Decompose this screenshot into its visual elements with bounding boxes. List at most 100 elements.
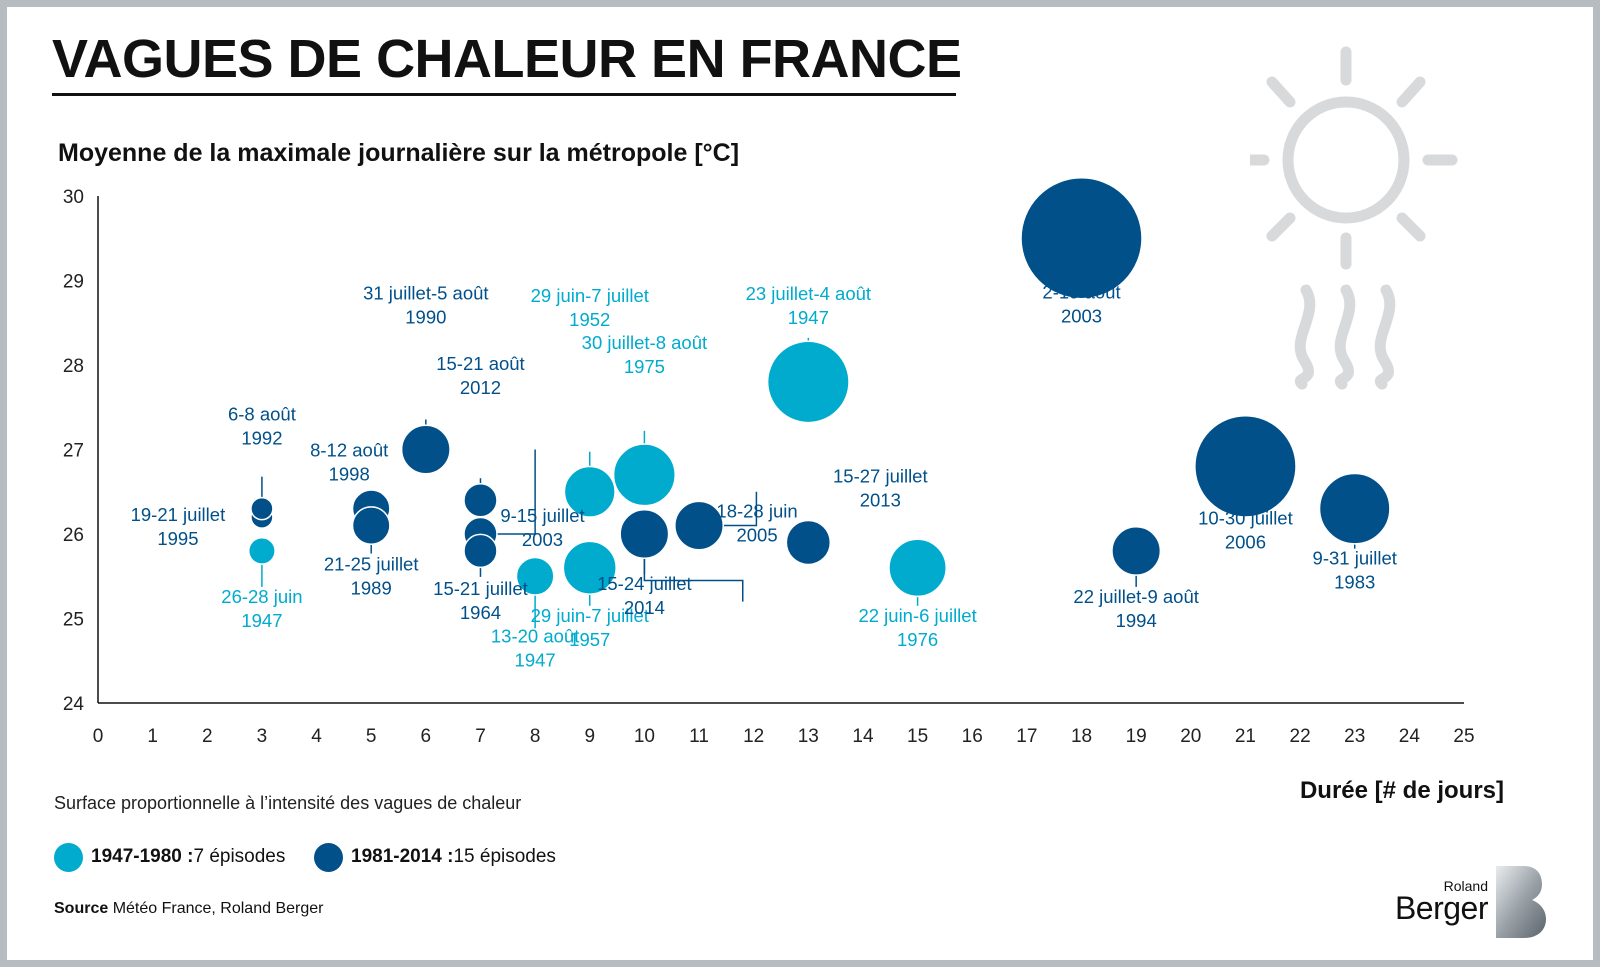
- x-tick-label: 0: [93, 726, 104, 747]
- point-label-dates: 22 juin-6 juillet: [858, 605, 976, 626]
- point-label-year: 1992: [241, 428, 282, 449]
- point-label-year: 1947: [515, 649, 556, 670]
- bubble-point: [563, 465, 616, 518]
- point-label-dates: 6-8 août: [228, 404, 296, 425]
- point-label-year: 1989: [351, 578, 392, 599]
- legend-period-early: 1947-1980 :: [91, 846, 194, 867]
- bubble-point: [400, 424, 451, 475]
- point-label-dates: 26-28 juin: [221, 586, 302, 607]
- point-label-year: 1947: [788, 307, 829, 328]
- point-label-dates: 9-31 juillet: [1313, 548, 1397, 569]
- point-label-dates: 15-27 juillet: [833, 465, 928, 486]
- bubble-point: [515, 556, 555, 596]
- x-tick-label: 12: [743, 726, 764, 747]
- heat-waves-icon: [1294, 284, 1396, 390]
- point-label-dates: 29 juin-7 juillet: [531, 285, 649, 306]
- point-label-year: 1990: [405, 307, 446, 328]
- point-label-year: 1983: [1334, 572, 1375, 593]
- point-label-dates: 30 juillet-8 août: [582, 332, 707, 353]
- point-label-year: 2013: [860, 489, 901, 510]
- point-label-dates: 15-21 août: [436, 353, 524, 374]
- y-tick-label: 25: [63, 610, 84, 631]
- y-tick-label: 30: [63, 187, 84, 208]
- point-label-dates: 29 juin-7 juillet: [531, 605, 649, 626]
- legend-count-early: 7 épisodes: [193, 846, 286, 867]
- point-label-year: 2014: [624, 597, 665, 618]
- x-tick-label: 7: [475, 726, 486, 747]
- point-labels: 26-28 juin 1947 13-20 août 1947 29 juin-7 ju…: [131, 281, 1397, 670]
- x-tick-label: 24: [1399, 726, 1421, 747]
- x-tick-label: 18: [1071, 726, 1092, 747]
- point-label-year: 1947: [241, 610, 282, 631]
- y-tick-label: 24: [63, 694, 85, 715]
- bubble-point: [888, 538, 947, 598]
- x-tick-label: 8: [530, 726, 541, 747]
- x-tick-label: 9: [584, 726, 595, 747]
- bubble-point: [619, 509, 670, 559]
- x-tick-label: 17: [1016, 726, 1037, 747]
- x-tick-label: 23: [1344, 726, 1365, 747]
- point-label-dates: 19-21 juillet: [131, 504, 226, 525]
- connector-line: [480, 449, 536, 535]
- y-tick-label: 26: [63, 525, 84, 546]
- x-tick-label: 6: [421, 726, 432, 747]
- point-label-year: 2006: [1225, 531, 1266, 552]
- x-tick-label: 10: [634, 726, 655, 747]
- point-label-year: 1998: [329, 464, 370, 485]
- title-underline: [52, 93, 956, 96]
- bubble-point: [1318, 472, 1391, 545]
- sun-icon: [1250, 46, 1458, 390]
- point-label-dates: 23 juillet-4 août: [746, 283, 871, 304]
- point-label-dates: 10-30 juillet: [1198, 507, 1293, 528]
- point-label-year: 2003: [522, 529, 563, 550]
- bubble-point: [562, 540, 617, 595]
- x-tick-label: 25: [1453, 726, 1474, 747]
- point-label-dates: 18-28 juin: [716, 501, 797, 522]
- x-tick-label: 16: [962, 726, 983, 747]
- legend-item-early: 1947-1980 : 7 épisodes: [54, 842, 285, 872]
- x-tick-label: 15: [907, 726, 928, 747]
- point-label-dates: 21-25 juillet: [324, 554, 419, 575]
- bubble-point: [463, 533, 498, 569]
- x-tick-label: 20: [1180, 726, 1201, 747]
- point-label-dates: 15-24 juillet: [597, 573, 692, 594]
- bubble-point: [247, 536, 276, 565]
- x-tick-label: 11: [689, 726, 709, 747]
- page-title: VAGUES DE CHALEUR EN FRANCE: [52, 29, 962, 89]
- point-label-year: 1957: [569, 629, 610, 650]
- point-label-dates: 22 juillet-9 août: [1073, 586, 1198, 607]
- point-label-year: 1975: [624, 356, 665, 377]
- bubble-point: [351, 506, 391, 545]
- point-label-dates: 2-19 août: [1042, 281, 1120, 302]
- point-label-year: 1976: [897, 629, 938, 650]
- point-label-dates: 15-21 juillet: [433, 578, 528, 599]
- bubble-point: [766, 340, 850, 424]
- y-tick-label: 28: [63, 356, 84, 377]
- logo-berger-text: Berger: [1394, 890, 1489, 926]
- x-tick-label: 2: [202, 726, 213, 747]
- y-tick-label: 27: [63, 441, 84, 462]
- x-tick-label: 13: [798, 726, 819, 747]
- x-tick-label: 21: [1235, 726, 1256, 747]
- bubble-point: [463, 482, 498, 518]
- source-text: Météo France, Roland Berger: [108, 900, 324, 917]
- point-label-dates: 13-20 août: [491, 625, 579, 646]
- x-tick-label: 22: [1290, 726, 1311, 747]
- x-tick-label: 5: [366, 726, 377, 747]
- bubble-point: [250, 496, 274, 521]
- point-label-year: 1964: [460, 602, 501, 623]
- logo-b-mark: [1496, 866, 1546, 938]
- x-axis-title: Durée [# de jours]: [1299, 777, 1504, 804]
- point-label-dates: 31 juillet-5 août: [363, 283, 488, 304]
- chart-subtitle: Moyenne de la maximale journalière sur l…: [58, 139, 740, 167]
- legend-swatch-late: [314, 842, 343, 872]
- size-note: Surface proportionnelle à l’intensité de…: [54, 793, 522, 813]
- point-label-year: 2005: [736, 525, 777, 546]
- source-note: Source Météo France, Roland Berger: [54, 900, 323, 918]
- source-label: Source: [54, 900, 109, 917]
- point-label-year: 2012: [460, 377, 501, 398]
- y-tick-label: 29: [63, 272, 84, 293]
- x-tick-label: 19: [1126, 726, 1147, 747]
